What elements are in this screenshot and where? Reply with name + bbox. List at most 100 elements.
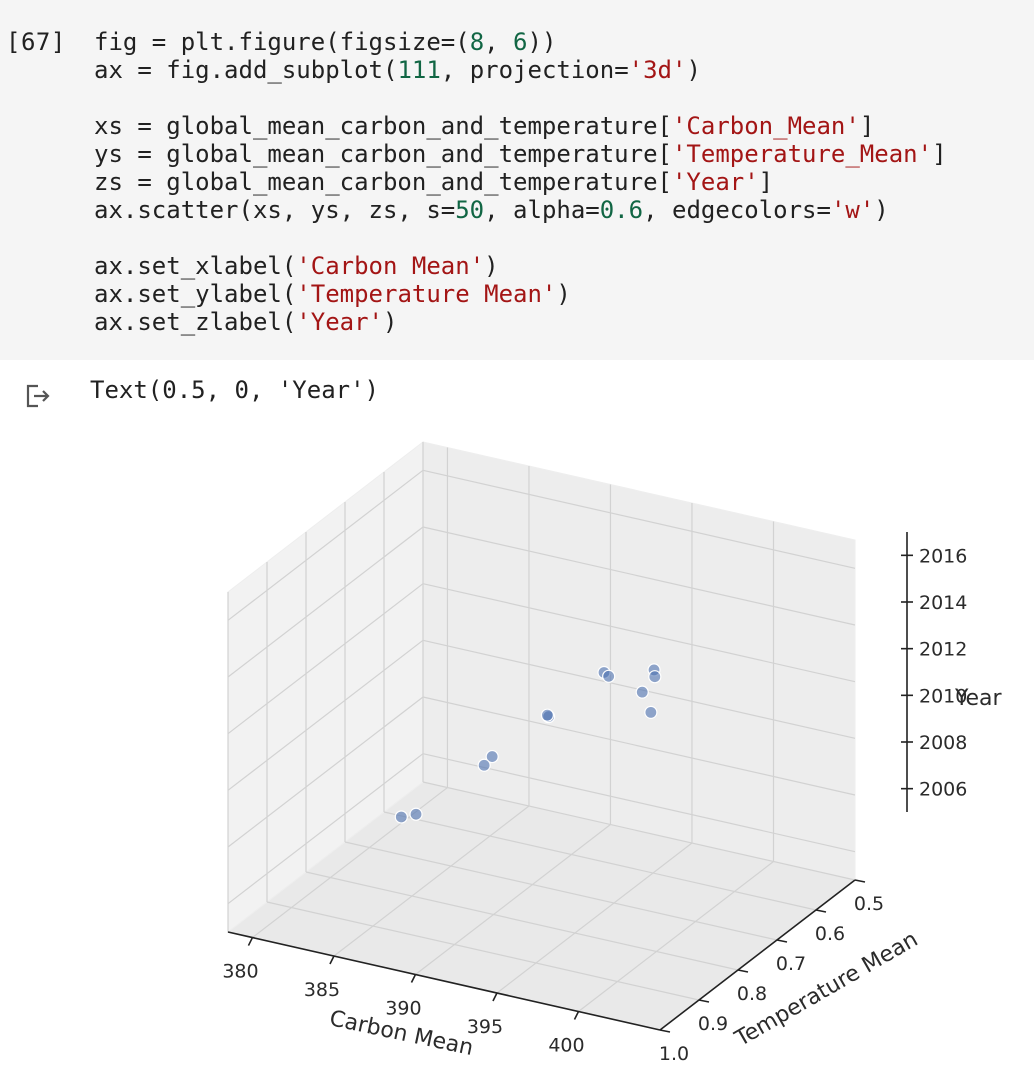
code-string: 'Temperature_Mean' [671, 140, 933, 168]
y-tick-label: 0.9 [698, 1013, 728, 1035]
y-tick [698, 999, 710, 1003]
code-line[interactable]: ax.scatter(xs, ys, zs, s=50, alpha=0.6, … [94, 196, 889, 224]
code-text: zs = global_mean_carbon_and_temperature[ [94, 168, 672, 196]
z-tick-label: 2012 [919, 639, 967, 661]
code-text: ) [874, 196, 889, 224]
y-tick [854, 879, 866, 883]
x-tick-label: 395 [467, 1016, 503, 1038]
code-line[interactable]: ax = fig.add_subplot(111, projection='3d… [94, 56, 701, 84]
grid-line [422, 781, 856, 881]
code-editor[interactable]: fig = plt.figure(figsize=(8, 6)) ax = fi… [94, 28, 947, 336]
scatter-3d-chart: 380 385 390 395 400 0.5 0.6 0.7 0.8 0.9 1.0 2006 200… [222, 440, 1003, 1065]
code-cell[interactable]: [67] fig = plt.figure(figsize=(8, 6)) ax… [0, 0, 1034, 360]
data-point [409, 807, 423, 821]
grid-line [422, 753, 856, 853]
code-text: ys = global_mean_carbon_and_temperature[ [94, 140, 672, 168]
code-text: ) [383, 308, 398, 336]
data-point [485, 749, 499, 764]
code-text: , projection= [440, 56, 629, 84]
y-tick [659, 1029, 671, 1033]
grid-line [333, 805, 530, 957]
y-tick-label: 0.8 [737, 983, 767, 1005]
code-line[interactable]: zs = global_mean_carbon_and_temperature[… [94, 168, 773, 196]
y-tick-label: 0.6 [815, 923, 845, 945]
x-tick [492, 992, 498, 1002]
code-text: , edgecolors= [643, 196, 831, 224]
y-tick-label: 0.5 [854, 893, 884, 915]
data-point [648, 670, 662, 684]
z-tick-label: 2010 [919, 685, 967, 707]
code-text: ax = fig.add_subplot( [94, 56, 398, 84]
x-axis-line [227, 931, 661, 1031]
x-tick-label: 400 [548, 1035, 584, 1057]
code-string: 'Carbon Mean' [296, 252, 485, 280]
code-string: 'Year' [671, 168, 759, 196]
code-string: 'Temperature Mean' [296, 280, 557, 308]
code-number: 6 [513, 28, 528, 56]
code-number: 111 [397, 56, 441, 84]
y-tick [737, 969, 749, 973]
data-point [394, 810, 408, 824]
data-point [635, 685, 649, 699]
code-text: ax.scatter(xs, ys, zs, s= [94, 196, 456, 224]
grid-line [496, 842, 693, 994]
data-point [602, 669, 616, 683]
grid-line [578, 861, 774, 1012]
code-text: ax.set_ylabel( [94, 280, 297, 308]
grid-line [266, 901, 700, 1001]
code-line[interactable]: fig = plt.figure(figsize=(8, 6)) [94, 28, 556, 56]
grid-line [415, 824, 611, 976]
code-text: ] [758, 168, 774, 196]
code-text: , [484, 28, 514, 56]
z-tick-label: 2016 [919, 545, 967, 567]
x-tick-label: 385 [304, 979, 340, 1001]
z-tick-label: 2014 [919, 592, 967, 614]
code-text: , alpha= [484, 196, 600, 224]
code-string: 'Year' [296, 308, 383, 336]
data-point [644, 705, 658, 719]
x-tick [573, 1011, 580, 1020]
code-number: 0.6 [599, 196, 644, 224]
y-tick-label: 0.7 [776, 953, 806, 975]
y-tick [815, 909, 827, 913]
code-text: ax.set_zlabel( [94, 308, 297, 336]
output-arrow-icon[interactable] [24, 382, 52, 414]
code-line[interactable]: xs = global_mean_carbon_and_temperature[… [94, 112, 874, 140]
code-text: ) [484, 252, 499, 280]
output-text: Text(0.5, 0, 'Year') [90, 376, 379, 404]
x-tick [410, 974, 417, 983]
code-text: ) [686, 56, 701, 84]
grid-line [227, 469, 424, 621]
data-point [540, 708, 554, 722]
code-text: )) [527, 28, 557, 56]
code-line[interactable]: ax.set_ylabel('Temperature Mean') [94, 280, 571, 308]
grid-line [227, 639, 424, 791]
grid-line [383, 811, 817, 911]
code-line[interactable]: ax.set_xlabel('Carbon Mean') [94, 252, 499, 280]
x-tick [329, 955, 335, 965]
grid-line [422, 526, 856, 626]
z-tick-label: 2008 [919, 732, 967, 754]
code-text: fig = plt.figure(figsize=( [94, 28, 470, 56]
z-axis-label: Year [954, 686, 1003, 711]
axes-panes [226, 440, 857, 1031]
code-string: 'Carbon_Mean' [671, 112, 860, 140]
code-line[interactable]: ys = global_mean_carbon_and_temperature[… [94, 140, 947, 168]
grid-line [227, 583, 424, 735]
code-text: ] [932, 140, 947, 168]
code-number: 50 [455, 196, 485, 224]
y-tick [776, 939, 788, 943]
grid-line [227, 696, 424, 848]
grid-line [305, 871, 739, 971]
data-points [394, 663, 662, 824]
grid-line [422, 469, 856, 569]
x-tick-label: 390 [385, 998, 421, 1020]
code-line[interactable]: ax.set_zlabel('Year') [94, 308, 397, 336]
y-axis-line [659, 879, 856, 1031]
code-text: ax.set_xlabel( [94, 252, 297, 280]
axis-lines [227, 532, 913, 1033]
code-text: ) [556, 280, 571, 308]
grid-lines [227, 442, 856, 1031]
grid-line [422, 583, 856, 683]
execution-count: [67] [6, 28, 66, 56]
